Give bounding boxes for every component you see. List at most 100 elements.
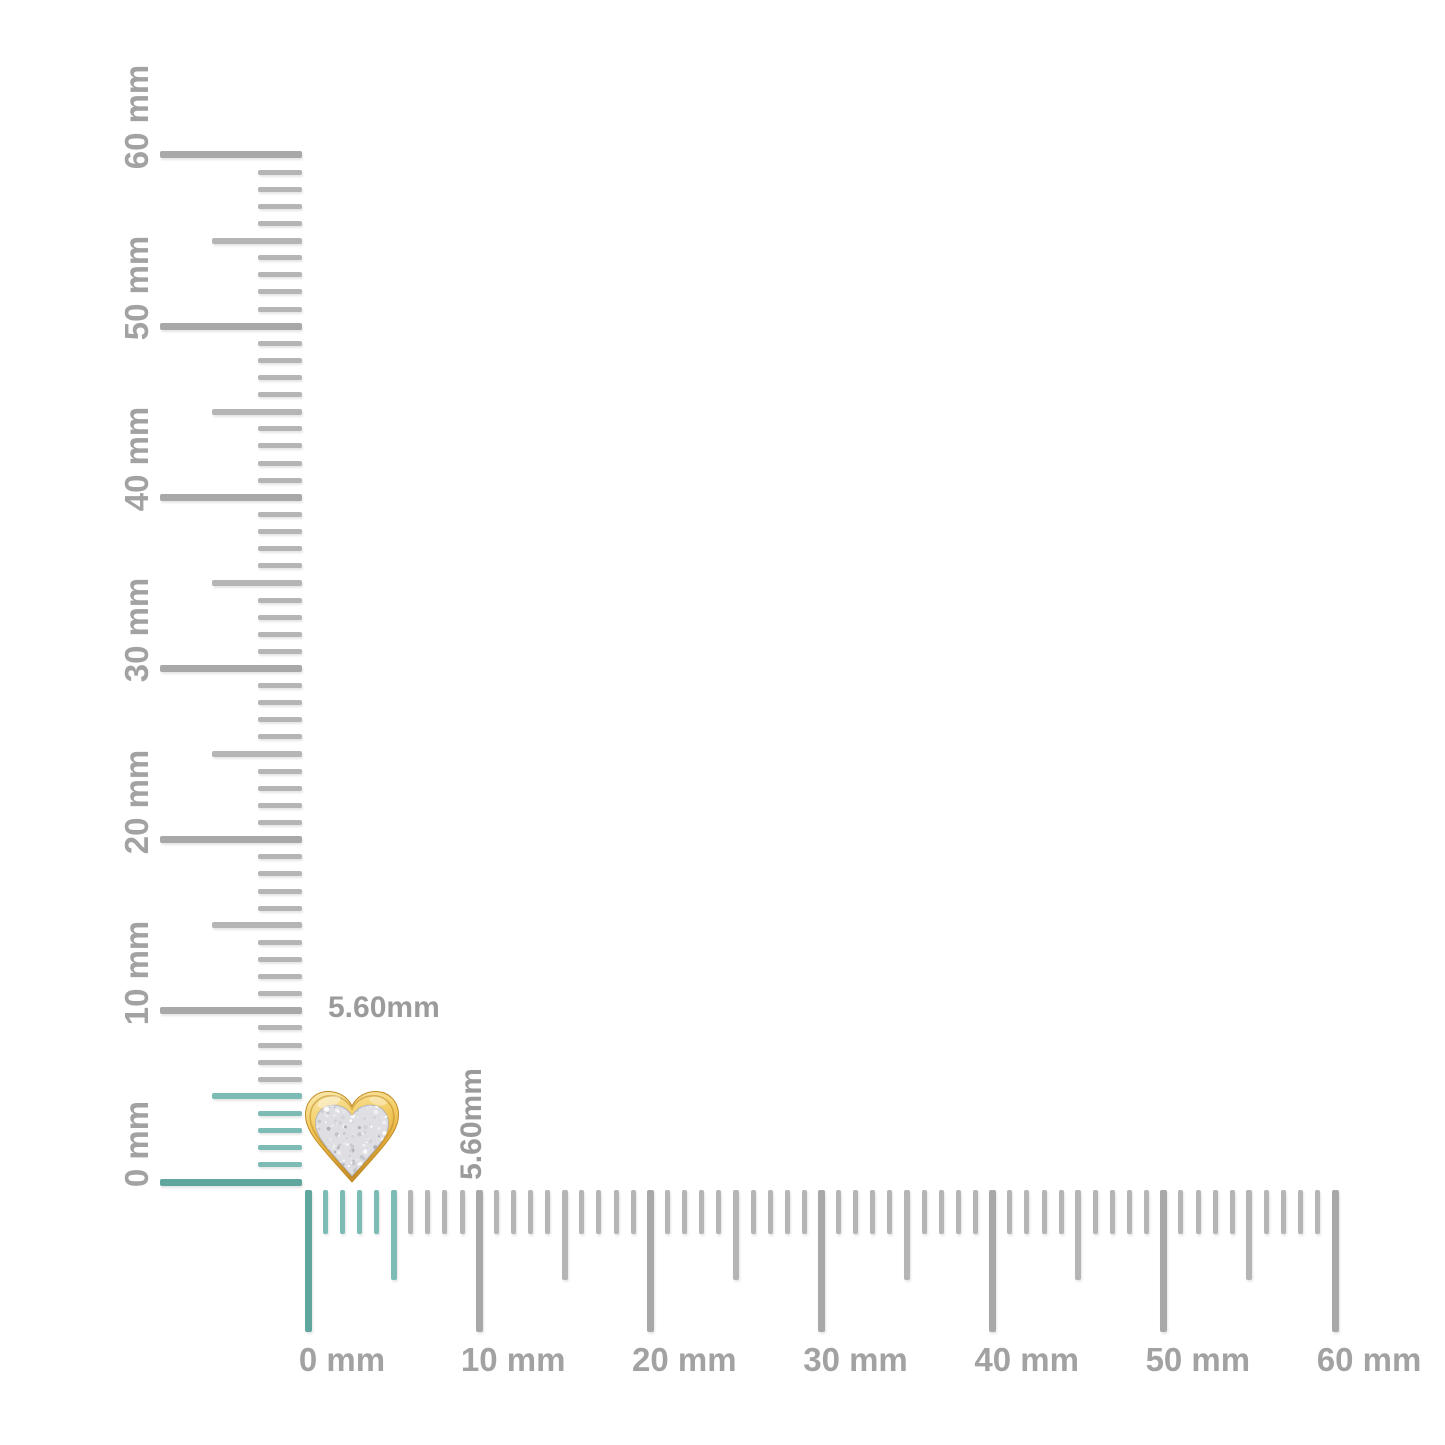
- h-ruler-tick-50mm: [1160, 1190, 1168, 1332]
- h-ruler-tick-44mm: [1058, 1190, 1064, 1234]
- v-ruler-tick-12mm: [258, 974, 302, 980]
- h-ruler-tick-1mm: [322, 1190, 328, 1234]
- h-ruler-tick-17mm: [596, 1190, 602, 1234]
- v-ruler-tick-55mm: [212, 237, 302, 244]
- v-ruler-tick-51mm: [258, 306, 302, 312]
- v-ruler-tick-36mm: [258, 563, 302, 569]
- h-ruler-tick-2mm: [339, 1190, 345, 1234]
- h-ruler-tick-24mm: [716, 1190, 722, 1234]
- v-ruler-tick-5mm: [212, 1093, 302, 1100]
- v-ruler-tick-37mm: [258, 546, 302, 552]
- v-ruler-tick-8mm: [258, 1042, 302, 1048]
- v-ruler-tick-30mm: [160, 664, 302, 672]
- v-ruler-label-50: 50 mm: [118, 235, 155, 341]
- h-ruler-label-20: 20 mm: [632, 1341, 737, 1378]
- v-ruler-tick-60mm: [160, 151, 302, 159]
- h-ruler-tick-5mm: [390, 1190, 397, 1280]
- h-ruler-tick-54mm: [1229, 1190, 1235, 1234]
- h-ruler-tick-3mm: [356, 1190, 362, 1234]
- h-ruler-tick-19mm: [630, 1190, 636, 1234]
- h-ruler-tick-20mm: [646, 1190, 654, 1332]
- v-ruler-label-0: 0 mm: [118, 1100, 155, 1188]
- v-ruler-tick-21mm: [258, 820, 302, 826]
- v-ruler-tick-47mm: [258, 375, 302, 380]
- h-ruler-tick-8mm: [442, 1190, 448, 1234]
- v-ruler-tick-43mm: [258, 443, 302, 449]
- v-ruler-label-30: 30 mm: [118, 578, 155, 683]
- h-ruler-label-0: 0 mm: [298, 1341, 386, 1378]
- h-ruler-tick-0mm: [304, 1190, 312, 1332]
- h-ruler-tick-60mm: [1331, 1190, 1339, 1332]
- diamond-heart-jewel-image: [304, 1090, 400, 1183]
- h-ruler-tick-29mm: [801, 1190, 807, 1234]
- h-ruler-tick-26mm: [750, 1190, 756, 1234]
- h-ruler-tick-58mm: [1298, 1190, 1304, 1234]
- v-ruler-tick-49mm: [258, 340, 302, 346]
- h-ruler-tick-4mm: [373, 1190, 379, 1234]
- v-ruler-tick-18mm: [258, 871, 302, 877]
- v-ruler-tick-44mm: [258, 426, 302, 432]
- v-ruler-tick-23mm: [258, 785, 302, 791]
- v-ruler-tick-25mm: [212, 751, 302, 758]
- h-ruler-tick-51mm: [1178, 1190, 1184, 1234]
- v-ruler-tick-59mm: [258, 169, 302, 175]
- v-ruler-tick-27mm: [258, 717, 302, 723]
- v-ruler-tick-31mm: [258, 648, 302, 654]
- h-ruler-tick-40mm: [989, 1190, 997, 1332]
- h-ruler-tick-16mm: [579, 1190, 585, 1234]
- h-ruler-tick-23mm: [699, 1190, 705, 1234]
- gold-bezel-step: [309, 1095, 395, 1179]
- h-ruler-label-10: 10 mm: [460, 1341, 566, 1378]
- v-ruler-tick-50mm: [160, 322, 302, 330]
- h-ruler-tick-31mm: [836, 1190, 842, 1234]
- h-ruler-tick-30mm: [818, 1190, 825, 1332]
- h-ruler-tick-59mm: [1315, 1190, 1321, 1234]
- v-ruler-tick-9mm: [258, 1025, 302, 1031]
- h-ruler-tick-41mm: [1007, 1190, 1013, 1234]
- h-ruler-label-50: 50 mm: [1145, 1341, 1251, 1378]
- h-ruler-tick-47mm: [1109, 1190, 1115, 1234]
- h-ruler-tick-52mm: [1195, 1190, 1201, 1234]
- h-ruler-tick-38mm: [955, 1190, 961, 1234]
- v-ruler-tick-6mm: [258, 1076, 302, 1082]
- h-ruler-tick-43mm: [1041, 1190, 1047, 1234]
- v-ruler-tick-58mm: [258, 186, 302, 192]
- width-measurement-label: 5.60mm: [328, 991, 440, 1024]
- h-ruler-tick-7mm: [425, 1190, 431, 1234]
- h-ruler-tick-53mm: [1212, 1190, 1218, 1234]
- v-ruler-tick-13mm: [258, 956, 302, 962]
- v-ruler-tick-3mm: [258, 1128, 302, 1134]
- h-ruler-tick-18mm: [613, 1190, 619, 1234]
- v-ruler-tick-24mm: [258, 768, 302, 774]
- metal-highlight: [369, 1096, 387, 1106]
- h-ruler-tick-28mm: [784, 1190, 790, 1234]
- h-ruler-tick-34mm: [887, 1190, 893, 1234]
- h-ruler-tick-49mm: [1144, 1190, 1150, 1234]
- v-ruler-tick-40mm: [160, 493, 302, 501]
- h-ruler-tick-37mm: [938, 1190, 944, 1234]
- v-ruler-tick-34mm: [258, 597, 302, 603]
- h-ruler-tick-32mm: [853, 1190, 859, 1234]
- v-ruler-tick-53mm: [258, 272, 302, 278]
- v-ruler-tick-33mm: [258, 614, 302, 620]
- v-ruler-tick-54mm: [258, 255, 302, 261]
- metal-highlight: [317, 1095, 341, 1109]
- v-ruler-tick-26mm: [258, 734, 302, 740]
- h-ruler-tick-56mm: [1264, 1190, 1270, 1234]
- h-ruler-tick-21mm: [664, 1190, 670, 1234]
- h-ruler-label-30: 30 mm: [803, 1341, 908, 1378]
- v-ruler-label-40: 40 mm: [118, 407, 155, 512]
- v-ruler-tick-10mm: [160, 1007, 302, 1015]
- v-ruler-tick-57mm: [258, 203, 302, 209]
- h-ruler-tick-33mm: [870, 1190, 876, 1234]
- h-ruler-tick-9mm: [459, 1190, 465, 1234]
- h-ruler-tick-14mm: [545, 1190, 551, 1234]
- v-ruler-tick-56mm: [258, 220, 302, 226]
- h-ruler-tick-10mm: [475, 1190, 483, 1332]
- v-ruler-tick-2mm: [258, 1145, 302, 1151]
- v-ruler-tick-4mm: [258, 1111, 302, 1117]
- h-ruler-tick-12mm: [510, 1190, 516, 1234]
- v-ruler-tick-7mm: [258, 1059, 302, 1065]
- v-ruler-tick-46mm: [258, 392, 302, 398]
